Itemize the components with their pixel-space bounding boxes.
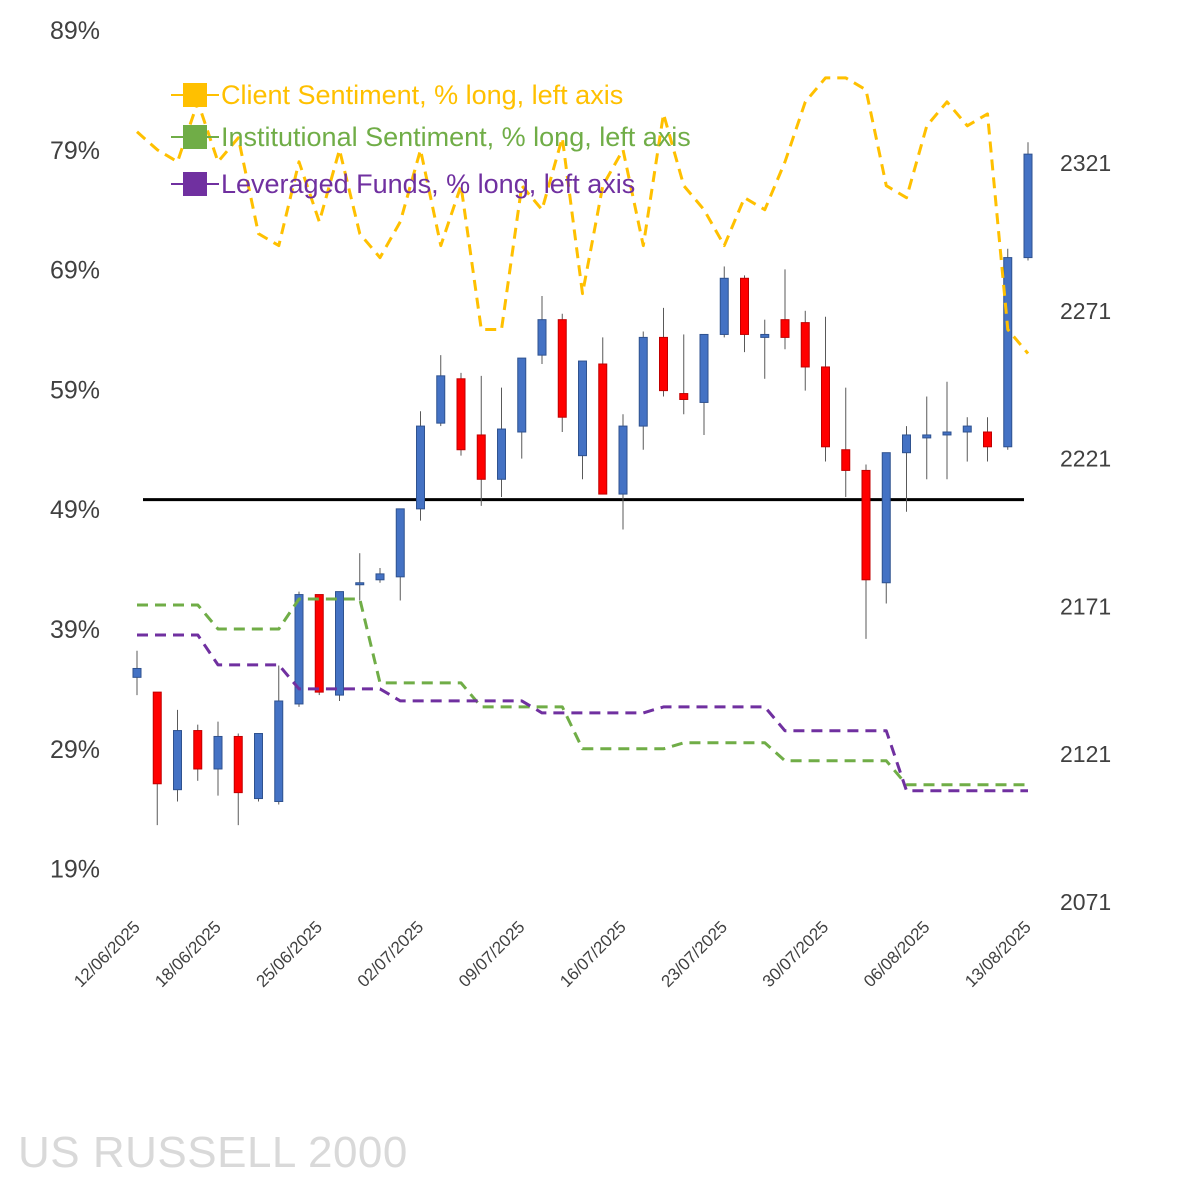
y-right-tick-label: 2271 bbox=[1060, 298, 1111, 324]
x-tick-label: 18/06/2025 bbox=[151, 917, 225, 991]
x-tick-label: 06/08/2025 bbox=[860, 917, 934, 991]
y-axis-right: 2321 2271 2221 2171 2121 2071 bbox=[1060, 150, 1111, 915]
candle-up bbox=[618, 425, 628, 495]
candle-up bbox=[355, 582, 365, 586]
candle-up bbox=[1023, 153, 1033, 259]
candle-up bbox=[942, 431, 952, 436]
candle-up bbox=[132, 667, 142, 678]
candle-down bbox=[821, 366, 830, 448]
candle-down bbox=[557, 319, 567, 418]
y-right-tick-label: 2171 bbox=[1060, 593, 1111, 619]
legend-label: Client Sentiment, % long, left axis bbox=[221, 80, 623, 110]
candlestick-series bbox=[132, 142, 1033, 826]
y-right-tick-label: 2321 bbox=[1060, 150, 1111, 176]
y-left-tick-label: 19% bbox=[50, 856, 100, 884]
candle-down bbox=[740, 277, 749, 335]
x-tick-label: 25/06/2025 bbox=[252, 917, 326, 991]
y-right-tick-label: 2221 bbox=[1060, 446, 1111, 472]
candle-up bbox=[699, 333, 709, 403]
y-left-tick-label: 79% bbox=[50, 137, 100, 165]
candle-up bbox=[537, 319, 547, 356]
candle-down bbox=[193, 730, 203, 770]
legend: Client Sentiment, % long, left axis Insti… bbox=[171, 80, 691, 199]
x-tick-label: 09/07/2025 bbox=[455, 917, 529, 991]
y-left-tick-label: 89% bbox=[50, 17, 100, 45]
x-tick-label: 30/07/2025 bbox=[759, 917, 833, 991]
legend-swatch bbox=[183, 172, 207, 196]
candle-down bbox=[983, 431, 992, 448]
candle-down bbox=[679, 393, 689, 400]
candle-up bbox=[497, 428, 506, 480]
candle-up bbox=[922, 434, 932, 439]
candle-down bbox=[598, 363, 608, 495]
candle-up bbox=[213, 735, 223, 770]
candle-up bbox=[173, 730, 182, 791]
x-tick-label: 13/08/2025 bbox=[961, 917, 1035, 991]
candle-up bbox=[760, 333, 770, 338]
legend-label: Leveraged Funds, % long, left axis bbox=[221, 169, 635, 199]
candle-up bbox=[962, 425, 972, 433]
y-left-tick-label: 39% bbox=[50, 616, 100, 644]
candle-down bbox=[233, 735, 243, 794]
candle-up bbox=[578, 360, 587, 457]
candle-down bbox=[841, 449, 851, 471]
candle-up bbox=[395, 508, 405, 578]
candle-up bbox=[1003, 257, 1013, 448]
y-left-tick-label: 69% bbox=[50, 257, 100, 285]
candle-down bbox=[456, 378, 466, 451]
candle-up bbox=[254, 733, 263, 800]
candle-up bbox=[881, 452, 891, 584]
candle-down bbox=[780, 319, 790, 338]
y-left-tick-label: 29% bbox=[50, 736, 100, 764]
sentiment-lines bbox=[136, 76, 1030, 793]
candle-up bbox=[638, 336, 648, 427]
candle-up bbox=[274, 700, 284, 802]
candle-up bbox=[416, 425, 425, 510]
x-tick-label: 02/07/2025 bbox=[354, 917, 428, 991]
leveraged-funds-line bbox=[137, 633, 1028, 793]
y-right-tick-label: 2121 bbox=[1060, 741, 1111, 767]
y-left-tick-label: 49% bbox=[50, 496, 100, 524]
institutional-sentiment-line bbox=[137, 597, 1028, 787]
client-sentiment-line bbox=[136, 76, 1030, 355]
y-left-tick-label: 59% bbox=[50, 376, 100, 404]
x-tick-label: 16/07/2025 bbox=[556, 917, 630, 991]
legend-swatch bbox=[183, 125, 207, 149]
y-axis-left: 89% 79% 69% 59% 49% 39% 29% 19% bbox=[50, 17, 100, 884]
candle-down bbox=[861, 469, 871, 581]
candle-up bbox=[902, 434, 911, 454]
candle-down bbox=[659, 336, 668, 392]
legend-swatch bbox=[183, 83, 207, 107]
legend-label: Institutional Sentiment, % long, left ax… bbox=[221, 122, 691, 152]
candle-down bbox=[800, 322, 810, 368]
page-title: US RUSSELL 2000 bbox=[18, 1128, 408, 1177]
candle-up bbox=[517, 357, 527, 433]
candle-down bbox=[476, 434, 486, 480]
candle-up bbox=[294, 594, 304, 705]
x-tick-label: 12/06/2025 bbox=[70, 917, 144, 991]
y-right-tick-label: 2071 bbox=[1060, 889, 1111, 915]
x-axis: 12/06/2025 18/06/2025 25/06/2025 02/07/2025… bbox=[70, 917, 1035, 991]
x-tick-label: 23/07/2025 bbox=[657, 917, 731, 991]
candle-up bbox=[719, 277, 729, 335]
candle-down bbox=[314, 594, 324, 693]
candle-up bbox=[375, 573, 385, 581]
candle-up bbox=[436, 375, 446, 424]
candle-down bbox=[152, 691, 162, 785]
candle-up bbox=[335, 591, 344, 696]
